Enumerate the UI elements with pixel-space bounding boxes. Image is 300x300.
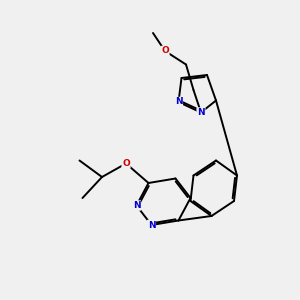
Text: N: N (148, 220, 155, 230)
Text: N: N (197, 108, 205, 117)
Text: O: O (122, 159, 130, 168)
Text: O: O (161, 46, 169, 56)
Text: N: N (175, 98, 182, 106)
Text: N: N (133, 201, 140, 210)
